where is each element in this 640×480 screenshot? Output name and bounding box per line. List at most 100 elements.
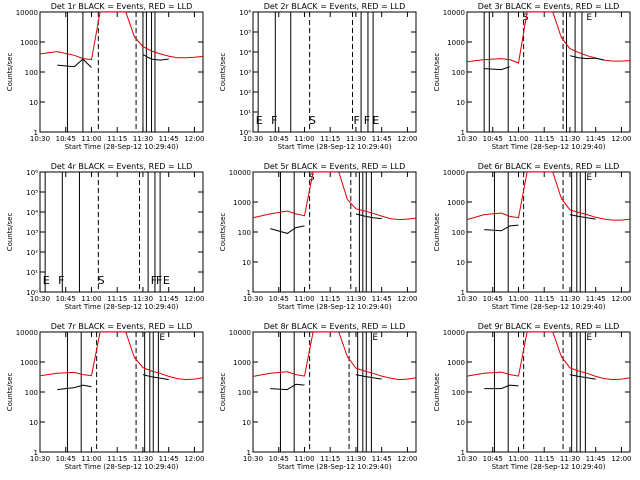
x-tick-label: 10:45 — [269, 295, 289, 303]
chart-title: Det 5r BLACK = Events, RED = LLD — [264, 162, 406, 171]
y-tick-label: 1 — [461, 129, 465, 137]
x-tick-label: 10:30 — [457, 455, 477, 463]
marker-letter: E — [586, 173, 592, 183]
x-tick-label: 10:30 — [30, 135, 50, 143]
marker-letter: E — [372, 114, 379, 127]
x-tick-label: 11:45 — [159, 455, 179, 463]
marker-letter: E — [43, 274, 50, 287]
chart-title: Det 7r BLACK = Events, RED = LLD — [51, 322, 193, 331]
y-tick-label: 10⁵ — [26, 189, 38, 197]
x-tick-label: 10:45 — [56, 295, 76, 303]
series-line-events — [57, 54, 169, 68]
x-tick-label: 12:00 — [397, 135, 417, 143]
y-tick-label: 100 — [25, 389, 38, 397]
x-tick-label: 10:45 — [483, 295, 503, 303]
x-tick-label: 10:30 — [243, 295, 263, 303]
x-tick-label: 11:45 — [586, 135, 606, 143]
series-line-lld — [40, 12, 203, 61]
marker-letter: E — [163, 274, 170, 287]
series-line-lld — [467, 332, 630, 381]
x-tick-label: 11:00 — [294, 455, 314, 463]
y-tick-label: 10 — [456, 99, 465, 107]
chart-panel-1: Det 1r BLACK = Events, RED = LLD 1 10 100 10… — [6, 2, 205, 151]
x-tick-label: 11:30 — [560, 135, 580, 143]
marker-letter: E — [586, 333, 592, 343]
x-tick-label: 11:30 — [133, 455, 153, 463]
y-tick-label: 100 — [452, 69, 465, 77]
chart-panel-4: Det 4r BLACK = Events, RED = LLD 10⁰ 10¹ 10… — [6, 162, 205, 311]
y-tick-label: 1 — [461, 289, 465, 297]
x-tick-label: 12:00 — [184, 455, 204, 463]
x-tick-label: 12:00 — [611, 135, 631, 143]
x-tick-label: 11:00 — [508, 135, 528, 143]
marker-letter: F — [58, 274, 64, 287]
x-tick-label: 11:15 — [320, 455, 340, 463]
y-tick-label: 10 — [242, 419, 251, 427]
chart-panel-9: Det 9r BLACK = Events, RED = LLD 1 10 100 10… — [433, 322, 632, 471]
y-axis-label: Counts/sec — [219, 213, 227, 252]
x-tick-label: 11:30 — [133, 295, 153, 303]
y-tick-label: 1000 — [447, 39, 465, 47]
marker-letter: F — [364, 114, 370, 127]
y-tick-label: 10 — [456, 419, 465, 427]
y-tick-label: 1000 — [233, 359, 251, 367]
y-tick-label: 10² — [26, 249, 38, 257]
x-tick-label: 11:30 — [560, 295, 580, 303]
x-tick-label: 11:45 — [372, 295, 392, 303]
series-line-events — [57, 374, 169, 391]
chart-title: Det 1r BLACK = Events, RED = LLD — [51, 2, 193, 11]
y-tick-label: 10¹ — [26, 269, 38, 277]
x-axis-label: Start Time (28-Sep-12 10:29:40) — [278, 303, 392, 311]
x-tick-label: 12:00 — [184, 135, 204, 143]
y-tick-label: 1000 — [20, 359, 38, 367]
x-tick-label: 10:30 — [30, 455, 50, 463]
series-line-events — [270, 213, 382, 234]
x-tick-label: 11:00 — [81, 295, 101, 303]
y-tick-label: 10³ — [239, 69, 251, 77]
y-tick-label: 10000 — [443, 329, 465, 337]
y-tick-label: 1000 — [233, 199, 251, 207]
series-line-lld — [467, 12, 630, 64]
chart-panel-2: Det 2r BLACK = Events, RED = LLD 10⁰ 10¹ 10… — [219, 2, 418, 151]
y-tick-label: 100 — [238, 389, 251, 397]
x-tick-label: 11:15 — [107, 455, 127, 463]
y-tick-label: 100 — [452, 389, 465, 397]
marker-letter: S — [309, 114, 316, 127]
marker-letter: F — [156, 274, 162, 287]
x-axis-label: Start Time (28-Sep-12 10:29:40) — [65, 143, 179, 151]
series-line-events — [484, 214, 596, 232]
chart-panel-7: Det 7r BLACK = Events, RED = LLD 1 10 100 10… — [6, 322, 205, 471]
y-tick-label: 10 — [29, 99, 38, 107]
x-tick-label: 10:30 — [457, 295, 477, 303]
x-tick-label: 11:00 — [508, 455, 528, 463]
y-tick-label: 10 — [242, 259, 251, 267]
y-tick-label: 10⁶ — [239, 9, 251, 17]
y-tick-label: 10 — [29, 419, 38, 427]
series-line-events — [270, 374, 382, 391]
x-axis-label: Start Time (28-Sep-12 10:29:40) — [65, 463, 179, 471]
x-tick-label: 11:15 — [534, 295, 554, 303]
x-tick-label: 10:30 — [457, 135, 477, 143]
chart-panel-6: Det 6r BLACK = Events, RED = LLD 1 10 100 10… — [433, 162, 632, 311]
y-axis-label: Counts/sec — [6, 373, 14, 412]
series-line-lld — [40, 332, 203, 381]
marker-letter: S — [98, 274, 105, 287]
y-tick-label: 10³ — [26, 229, 38, 237]
marker-letter: F — [271, 114, 277, 127]
x-axis-label: Start Time (28-Sep-12 10:29:40) — [492, 143, 606, 151]
y-tick-label: 10⁰ — [239, 129, 251, 137]
plot-frame — [39, 11, 204, 133]
chart-title: Det 9r BLACK = Events, RED = LLD — [478, 322, 620, 331]
x-tick-label: 10:30 — [243, 135, 263, 143]
chart-title: Det 2r BLACK = Events, RED = LLD — [264, 2, 406, 11]
marker-letter: E — [372, 333, 378, 343]
x-tick-label: 11:00 — [81, 135, 101, 143]
y-tick-label: 10² — [239, 89, 251, 97]
plot-frame — [252, 331, 417, 453]
y-axis-label: Counts/sec — [6, 213, 14, 252]
y-tick-label: 10000 — [443, 169, 465, 177]
y-tick-label: 100 — [238, 229, 251, 237]
series-line-lld — [253, 172, 416, 221]
y-tick-label: 10⁵ — [239, 29, 251, 37]
x-tick-label: 11:15 — [534, 135, 554, 143]
